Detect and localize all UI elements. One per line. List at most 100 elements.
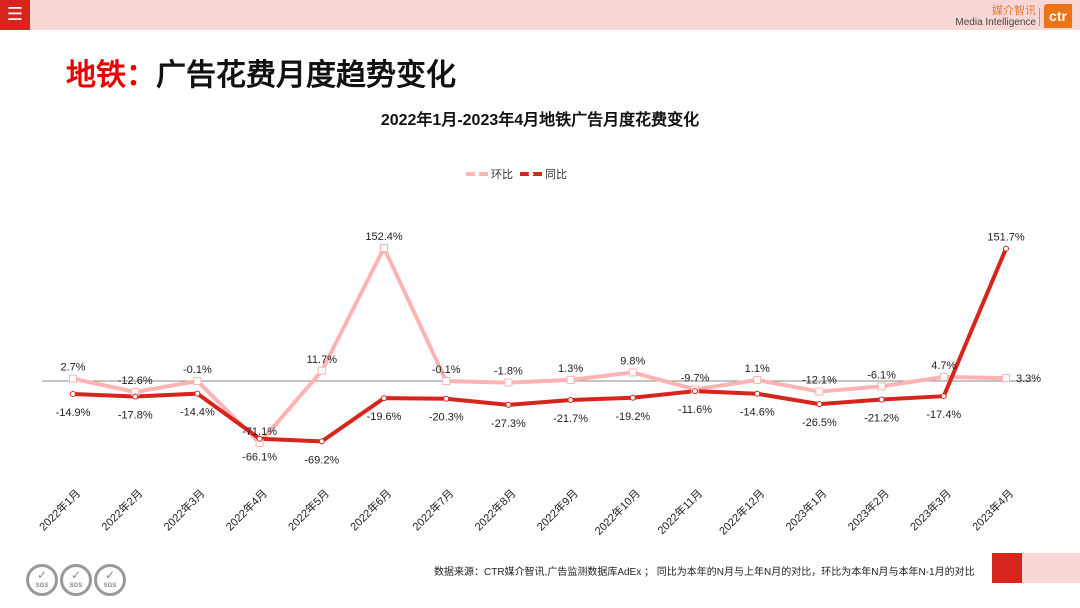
x-tick-label: 2022年6月 bbox=[347, 486, 394, 533]
x-tick-label: 2023年3月 bbox=[907, 486, 954, 533]
point-tb bbox=[878, 396, 885, 403]
data-label: -14.4% bbox=[180, 407, 215, 419]
point-hb bbox=[442, 377, 451, 386]
point-hb bbox=[815, 387, 824, 396]
divider bbox=[1039, 8, 1040, 26]
footer-block-red bbox=[992, 553, 1022, 583]
data-label: -11.6% bbox=[678, 404, 712, 416]
data-label: -14.9% bbox=[56, 407, 91, 419]
data-label: 2.7% bbox=[60, 362, 85, 374]
x-tick-label: 2022年9月 bbox=[534, 486, 581, 533]
data-label: -1.8% bbox=[494, 366, 523, 378]
brand: 媒介智讯 Media Intelligence bbox=[955, 5, 1036, 29]
check-icon: ✓ bbox=[70, 568, 82, 582]
data-label: -12.1% bbox=[802, 375, 837, 387]
sgs-badge: ✓ SGS bbox=[94, 564, 126, 596]
point-tb bbox=[381, 395, 387, 402]
point-tb bbox=[194, 390, 201, 397]
data-label: -0.1% bbox=[183, 364, 212, 376]
sgs-badge: ✓ SGS bbox=[60, 564, 92, 596]
x-tick-label: 2022年1月 bbox=[36, 486, 83, 533]
title-main: 广告花费月度趋势变化 bbox=[156, 59, 456, 92]
point-hb bbox=[193, 377, 202, 386]
sgs-badge-label: SGS bbox=[103, 583, 117, 589]
point-tb bbox=[567, 396, 574, 403]
footer-block-pink bbox=[1022, 553, 1080, 583]
data-label: 11.7% bbox=[307, 354, 338, 366]
data-label: -12.6% bbox=[118, 375, 153, 387]
data-label: -20.3% bbox=[429, 412, 464, 424]
point-hb bbox=[69, 374, 77, 383]
point-tb bbox=[505, 401, 512, 408]
data-label: -19.6% bbox=[367, 411, 402, 423]
point-tb bbox=[754, 390, 761, 397]
legend-label-0: 环比 bbox=[491, 168, 513, 181]
x-tick-label: 2022年5月 bbox=[285, 486, 332, 533]
point-hb bbox=[566, 375, 575, 384]
data-label: -17.4% bbox=[926, 409, 961, 421]
point-tb bbox=[629, 394, 636, 401]
x-tick-label: 2022年7月 bbox=[409, 486, 456, 533]
data-label: -17.8% bbox=[118, 410, 153, 422]
sgs-badge-label: SGS bbox=[69, 583, 83, 589]
point-tb bbox=[1003, 245, 1009, 252]
data-label: 152.4% bbox=[365, 231, 403, 243]
data-label: 4.7% bbox=[931, 360, 956, 372]
point-hb bbox=[380, 243, 388, 252]
brand-en: Media Intelligence bbox=[955, 17, 1036, 28]
data-label: -6.1% bbox=[867, 369, 896, 381]
legend-marker-0 bbox=[474, 171, 480, 177]
data-label: -9.7% bbox=[681, 372, 710, 384]
data-label: 151.7% bbox=[987, 232, 1025, 244]
data-label: -0.1% bbox=[432, 364, 461, 376]
data-label: 1.3% bbox=[558, 363, 583, 375]
data-label: 9.8% bbox=[620, 355, 645, 367]
point-hb bbox=[753, 376, 762, 385]
x-tick-label: 2022年3月 bbox=[160, 486, 207, 533]
point-hb bbox=[877, 382, 886, 391]
page-title: 地铁：广告花费月度趋势变化 bbox=[66, 50, 456, 94]
data-label: -66.1% bbox=[242, 452, 277, 464]
point-tb bbox=[443, 395, 450, 402]
x-tick-label: 2022年8月 bbox=[471, 486, 518, 533]
data-source-note: 数据来源：CTR媒介智讯,广告监测数据库AdEx ； 同比为本年的N月与上年N月… bbox=[434, 567, 975, 578]
data-label: -69.2% bbox=[304, 454, 339, 466]
point-hb bbox=[939, 372, 948, 381]
point-tb bbox=[940, 393, 947, 400]
point-tb bbox=[70, 391, 76, 398]
x-tick-label: 2023年4月 bbox=[969, 486, 1016, 533]
point-tb bbox=[132, 393, 139, 400]
title-prefix: 地铁： bbox=[66, 59, 156, 92]
menu-icon[interactable]: ☰ bbox=[0, 0, 30, 30]
x-tick-label: 2022年11月 bbox=[654, 486, 705, 537]
chart-title: 2022年1月-2023年4月地铁广告月度花费变化 bbox=[381, 110, 699, 129]
data-label: -27.3% bbox=[491, 418, 526, 430]
data-label: 1.1% bbox=[745, 363, 770, 375]
point-tb bbox=[692, 388, 698, 395]
data-label: -19.2% bbox=[615, 411, 650, 423]
point-hb bbox=[317, 366, 326, 375]
top-bar bbox=[0, 0, 1080, 30]
brand-cn: 媒介智讯 bbox=[992, 5, 1036, 17]
data-label: -14.6% bbox=[740, 407, 775, 419]
point-hb bbox=[504, 378, 513, 387]
x-tick-label: 2022年4月 bbox=[223, 486, 270, 533]
x-tick-label: 2022年2月 bbox=[98, 486, 145, 533]
point-tb bbox=[318, 438, 325, 445]
legend-marker-1 bbox=[528, 171, 534, 177]
x-tick-label: 2023年1月 bbox=[782, 486, 829, 533]
point-hb bbox=[1002, 374, 1010, 383]
sgs-badge-label: SGS bbox=[35, 583, 49, 589]
x-tick-label: 2022年12月 bbox=[716, 486, 767, 537]
data-label: -21.7% bbox=[553, 413, 588, 425]
point-hb bbox=[628, 368, 637, 377]
check-icon: ✓ bbox=[104, 568, 116, 582]
data-label: -26.5% bbox=[802, 417, 837, 429]
legend-label-1: 同比 bbox=[545, 168, 567, 181]
x-tick-label: 2023年2月 bbox=[845, 486, 892, 533]
data-label: -21.2% bbox=[864, 413, 899, 425]
x-tick-label: 2022年10月 bbox=[592, 486, 643, 537]
point-tb bbox=[256, 435, 263, 442]
sgs-badge: ✓ SGS bbox=[26, 564, 58, 596]
